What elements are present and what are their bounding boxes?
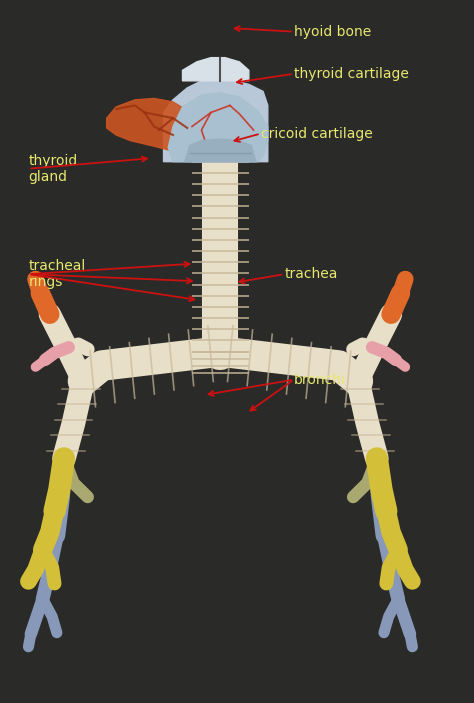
- Polygon shape: [164, 79, 268, 162]
- Text: thyroid cartilage: thyroid cartilage: [294, 67, 409, 81]
- Text: bronchi: bronchi: [294, 373, 346, 387]
- Text: thyroid
gland: thyroid gland: [28, 154, 78, 183]
- Text: hyoid bone: hyoid bone: [294, 25, 371, 39]
- Polygon shape: [185, 139, 256, 162]
- Polygon shape: [182, 58, 249, 81]
- Polygon shape: [107, 98, 197, 158]
- Text: tracheal
rings: tracheal rings: [28, 259, 86, 289]
- Text: cricoid cartilage: cricoid cartilage: [261, 127, 373, 141]
- Text: trachea: trachea: [284, 267, 338, 281]
- Polygon shape: [168, 93, 268, 162]
